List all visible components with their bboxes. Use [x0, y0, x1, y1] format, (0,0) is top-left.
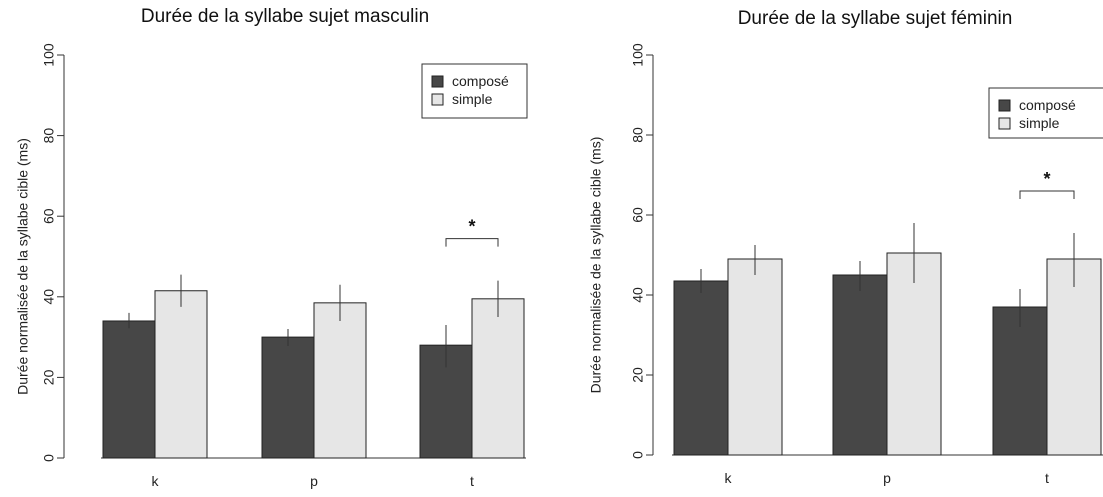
y-tick-label: 0	[41, 454, 57, 462]
chart-title: Durée de la syllabe sujet masculin	[141, 6, 429, 27]
y-tick-label: 40	[41, 289, 57, 305]
chart-title: Durée de la syllabe sujet féminin	[738, 8, 1013, 29]
x-tick-label: t	[470, 473, 474, 489]
significance-bracket	[1019, 190, 1075, 199]
bar-p-simple	[886, 252, 942, 456]
chart-panel-masculin: Durée de la syllabe sujet masculin 0 20 40 6…	[15, 6, 528, 489]
y-tick-label: 100	[630, 43, 646, 67]
legend-box	[421, 63, 528, 119]
bar-t-simple	[471, 298, 525, 459]
significance-bracket	[445, 238, 499, 247]
y-tick-label: 40	[630, 287, 646, 303]
legend-swatch	[431, 93, 444, 106]
y-tick-label: 0	[630, 451, 646, 459]
x-tick-label: k	[152, 473, 160, 489]
legend-swatch	[998, 99, 1011, 112]
legend-label: simple	[452, 91, 493, 107]
y-axis-label: Durée normalisée de la syllabe cible (ms…	[588, 137, 604, 394]
bar-chart-feminin: Durée de la syllabe sujet féminin 0 20 40 60…	[588, 8, 1103, 486]
legend-label: composé	[1019, 97, 1076, 113]
bar-chart-masculin: Durée de la syllabe sujet masculin 0 20 40 6…	[15, 6, 528, 489]
chart-panel-feminin: Durée de la syllabe sujet féminin 0 20 40 60…	[575, 0, 1103, 497]
significance-marker: *	[1043, 169, 1050, 189]
bar-t-simple	[1046, 258, 1102, 456]
y-tick-label: 100	[41, 43, 57, 67]
y-axis-label: Durée normalisée de la syllabe cible (ms…	[15, 138, 31, 395]
y-tick-label: 20	[630, 367, 646, 383]
bar-t-compose	[992, 306, 1048, 456]
y-tick-label: 20	[41, 369, 57, 385]
x-tick-label: t	[1045, 470, 1049, 486]
y-tick-label: 60	[630, 207, 646, 223]
x-tick-label: p	[310, 473, 318, 489]
legend-swatch	[431, 75, 444, 88]
bar-p-compose	[832, 274, 888, 456]
y-tick-label: 60	[41, 208, 57, 224]
bar-p-simple	[313, 302, 367, 459]
bar-k-compose	[673, 280, 729, 456]
legend-swatch	[998, 117, 1011, 130]
bar-k-compose	[102, 320, 156, 459]
bar-p-compose	[261, 336, 315, 459]
y-tick-label: 80	[630, 127, 646, 143]
legend-label: composé	[452, 73, 509, 89]
bar-k-simple	[154, 290, 208, 459]
bar-k-simple	[727, 258, 783, 456]
x-tick-label: p	[883, 470, 891, 486]
x-tick-label: k	[725, 470, 733, 486]
significance-marker: *	[468, 217, 475, 237]
legend-box	[988, 87, 1103, 139]
legend-label: simple	[1019, 115, 1060, 131]
y-tick-label: 80	[41, 128, 57, 144]
